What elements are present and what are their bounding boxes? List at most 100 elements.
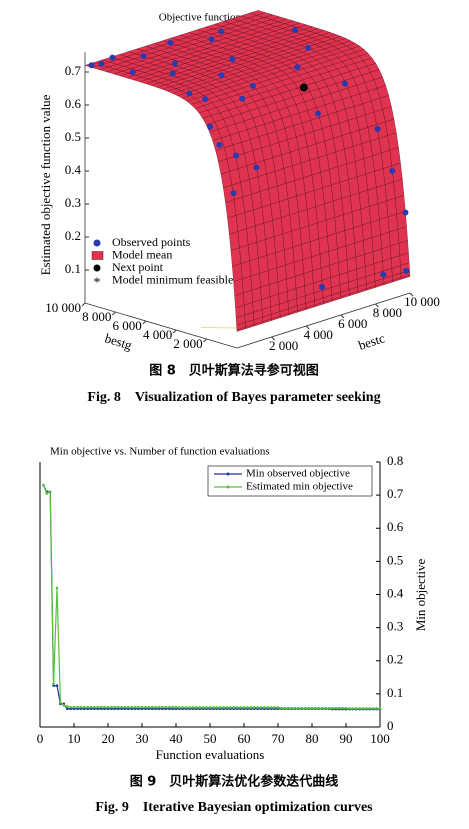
x-tick-label: 50 (204, 731, 217, 746)
x-axis-label: Function evaluations (156, 747, 265, 762)
x-tick-label: 20 (102, 731, 115, 746)
series-point (337, 706, 341, 710)
axis-line (84, 302, 238, 349)
series-point (123, 705, 127, 709)
surface-cell (324, 200, 335, 221)
axis-line (236, 292, 411, 349)
series-point (120, 705, 123, 709)
series-point (133, 705, 137, 709)
surface-cell (258, 255, 269, 274)
surface-cell (246, 225, 258, 246)
observed-point (218, 28, 225, 35)
next-point (299, 83, 308, 92)
series-line (42, 484, 380, 710)
surface-cell (327, 233, 338, 252)
series-point (242, 706, 246, 709)
series-point (246, 706, 249, 709)
series-point (65, 705, 69, 708)
x-tick-label: 30 (136, 731, 149, 746)
surface-cell (389, 147, 401, 167)
surface-cell (255, 222, 266, 243)
series-point (157, 705, 161, 709)
legend-swatch (93, 239, 101, 247)
series-point (266, 706, 270, 709)
series-point (201, 706, 205, 709)
series-point (195, 706, 198, 709)
surface-cell (272, 217, 284, 237)
x-tick-label: 10 000 (404, 294, 440, 309)
series-line (42, 484, 380, 710)
observed-point (402, 209, 409, 216)
surface-cell (361, 222, 373, 241)
x-axis-label: bestc (357, 330, 387, 353)
surface-cell (397, 226, 408, 244)
series-point (348, 707, 351, 710)
series-point (137, 705, 140, 709)
surface-cell (369, 203, 380, 223)
y-tick (172, 329, 177, 334)
surface-cell (289, 211, 301, 232)
series-point (232, 706, 236, 709)
surface-cell (343, 211, 354, 231)
x-tick (375, 303, 379, 308)
surface-cell (266, 252, 278, 271)
surface-cell (237, 228, 249, 248)
surface-cell (311, 253, 322, 272)
caption-cn: 图 9 贝叶斯算法优化参数迭代曲线 (130, 774, 339, 790)
surface-cell (282, 230, 294, 251)
series-point (59, 700, 62, 704)
surface-cell (371, 234, 382, 252)
observed-point (208, 36, 215, 43)
series-point (127, 705, 130, 709)
z-tick-label: 0.2 (65, 228, 81, 243)
x-tick-label: 0 (37, 731, 44, 746)
series-point (52, 682, 55, 686)
series-point (324, 706, 327, 710)
series-point (161, 705, 164, 709)
surface-cell (242, 275, 253, 294)
series-point (273, 706, 276, 709)
series-point (130, 705, 134, 709)
series-point (45, 492, 49, 495)
x-tick (305, 325, 310, 330)
series-point (205, 706, 208, 709)
x-tick-label: 90 (340, 731, 353, 746)
series-point (269, 706, 273, 709)
surface-cell (345, 242, 356, 261)
surface-cell (350, 192, 361, 213)
series-point (48, 490, 52, 494)
surface-cell (310, 238, 321, 258)
surface-cell (363, 237, 374, 255)
series-point (110, 705, 113, 709)
observed-point (374, 126, 381, 132)
series-point (82, 705, 86, 709)
z-tick-label: 0.4 (65, 162, 82, 177)
series-point (42, 483, 45, 487)
series-point (86, 705, 89, 709)
surface-cell (299, 225, 311, 245)
observed-point (239, 95, 246, 102)
series-point (297, 706, 300, 710)
series-point (290, 706, 293, 710)
series-point (89, 705, 93, 709)
surface-cell (301, 241, 312, 260)
series-point (174, 705, 178, 709)
legend-box (207, 465, 373, 497)
series-point (93, 705, 96, 709)
z-axis-label: Estimated objective function value (38, 94, 53, 275)
series-point (344, 706, 348, 710)
observed-point (171, 60, 178, 67)
surface-cell (284, 246, 295, 266)
floor-line (200, 327, 238, 329)
observed-point (129, 69, 136, 76)
series-point (276, 706, 280, 709)
surface-cell (353, 224, 364, 244)
y-tick (81, 302, 86, 307)
series-point (256, 706, 259, 709)
surface-cell (249, 257, 260, 277)
surface-cell (344, 227, 355, 247)
y-tick-label: 0.1 (387, 685, 403, 700)
series-point (331, 706, 334, 710)
surface-cell (379, 216, 390, 236)
surface-cell (229, 231, 240, 251)
